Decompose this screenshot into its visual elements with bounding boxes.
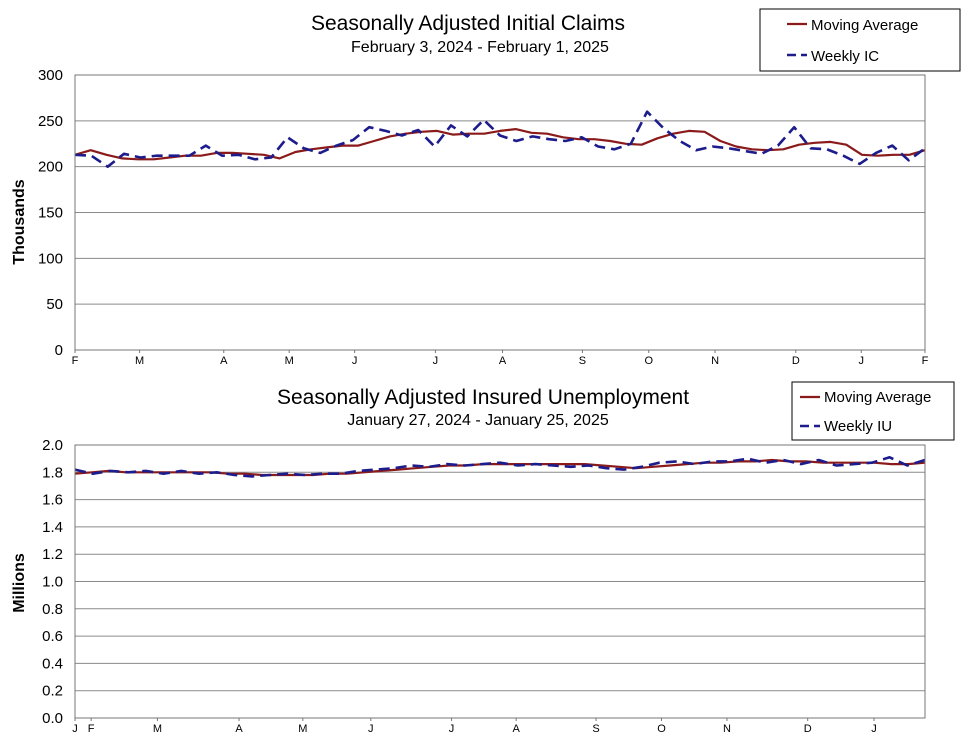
y-tick-label: 200 [38,159,63,176]
x-tick-label: J [433,355,439,367]
chart1-subtitle: February 3, 2024 - February 1, 2025 [351,39,609,56]
x-tick-label: N [711,355,719,367]
chart1-y-tick-labels: 0 50 100 150 200 250 300 [38,67,63,359]
x-tick-label: J [72,723,78,735]
y-tick-label: 0.2 [42,683,63,700]
chart1-legend-box [759,8,961,72]
y-tick-label: 0.8 [42,601,63,618]
chart2-title: Seasonally Adjusted Insured Unemployment [277,386,689,409]
x-tick-label: M [153,723,162,735]
x-tick-label: D [792,355,800,367]
x-tick-label: M [285,355,294,367]
chart2-legend-box [791,381,955,441]
chart2-plot-frame [74,444,926,719]
chart2-y-tick-labels: 0.0 0.2 0.4 0.6 0.8 1.0 1.2 1.4 1.6 1.8 2.0 [42,437,63,727]
x-tick-label: S [579,355,586,367]
chart1-legend-ma-label: Moving Average [811,17,918,34]
x-tick-label: A [235,723,243,735]
chart1-legend-weekly-label: Weekly IC [811,48,879,65]
chart1-plot-frame [74,74,926,351]
y-tick-label: 0 [55,342,63,359]
x-tick-label: J [859,355,865,367]
x-tick-label: M [135,355,144,367]
x-tick-label: A [499,355,507,367]
chart1-legend: Moving Average Weekly IC [759,8,961,72]
chart2-series [74,455,926,478]
insured-unemployment-chart: Seasonally Adjusted Insured Unemployment… [11,381,955,735]
y-tick-label: 1.0 [42,574,63,591]
chart1-title: Seasonally Adjusted Initial Claims [311,12,625,35]
y-tick-label: 1.2 [42,546,63,563]
chart1-gridlines [75,74,925,351]
x-tick-label: J [368,723,374,735]
y-tick-label: 100 [38,250,63,267]
chart2-legend-ma-label: Moving Average [824,389,931,406]
x-tick-label: A [220,355,228,367]
moving-average-line [74,128,926,161]
x-tick-label: F [88,723,95,735]
y-tick-label: 1.8 [42,464,63,481]
chart1-y-axis-label: Thousands [11,179,28,264]
weekly-series-line [74,455,926,478]
x-tick-label: J [449,723,455,735]
x-tick-label: A [512,723,520,735]
initial-claims-chart: Seasonally Adjusted Initial Claims Febru… [11,8,961,367]
y-tick-label: 0.4 [42,655,63,672]
x-tick-label: O [657,723,666,735]
x-tick-label: N [723,723,731,735]
chart2-y-axis-label: Millions [11,553,28,613]
y-tick-label: 150 [38,205,63,222]
x-tick-label: O [644,355,653,367]
y-tick-label: 0.0 [42,710,63,727]
x-tick-label: J [352,355,358,367]
chart1-series [74,110,926,168]
x-tick-label: S [592,723,599,735]
chart2-legend-weekly-label: Weekly IU [824,418,892,435]
x-tick-label: F [922,355,929,367]
y-tick-label: 250 [38,113,63,130]
chart2-legend: Moving Average Weekly IU [791,381,955,441]
y-tick-label: 300 [38,67,63,84]
x-tick-label: J [871,723,877,735]
x-tick-label: F [72,355,79,367]
y-tick-label: 1.6 [42,492,63,509]
y-tick-label: 50 [46,296,63,313]
y-tick-label: 0.6 [42,628,63,645]
chart2-subtitle: January 27, 2024 - January 25, 2025 [347,412,609,429]
x-tick-label: D [804,723,812,735]
y-tick-label: 2.0 [42,437,63,454]
x-tick-label: M [298,723,307,735]
chart2-gridlines [75,444,925,719]
weekly-series-line [74,110,926,168]
y-tick-label: 1.4 [42,519,63,536]
